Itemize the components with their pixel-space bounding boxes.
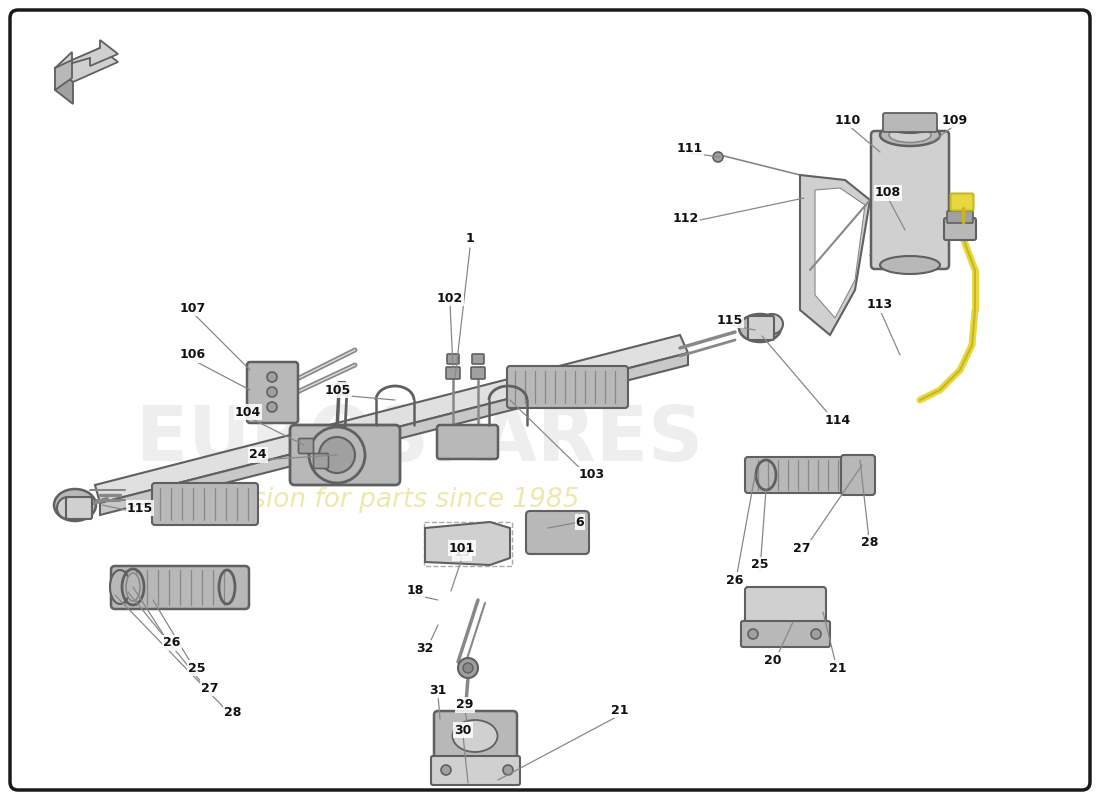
FancyBboxPatch shape — [950, 194, 974, 210]
FancyBboxPatch shape — [471, 367, 485, 379]
FancyBboxPatch shape — [745, 587, 826, 628]
Text: 27: 27 — [201, 682, 219, 694]
Ellipse shape — [886, 117, 935, 133]
Text: 20: 20 — [764, 654, 782, 666]
Text: 115: 115 — [717, 314, 744, 326]
Text: 107: 107 — [180, 302, 206, 314]
Polygon shape — [55, 68, 73, 104]
Text: 31: 31 — [429, 683, 447, 697]
FancyBboxPatch shape — [10, 10, 1090, 790]
Circle shape — [267, 387, 277, 397]
Circle shape — [503, 765, 513, 775]
FancyBboxPatch shape — [290, 425, 400, 485]
Text: a passion for parts since 1985: a passion for parts since 1985 — [180, 487, 580, 513]
Text: 1: 1 — [465, 231, 474, 245]
Polygon shape — [815, 188, 865, 318]
FancyBboxPatch shape — [248, 362, 298, 423]
Circle shape — [319, 437, 355, 473]
Ellipse shape — [54, 489, 96, 521]
Text: 30: 30 — [454, 723, 472, 737]
Circle shape — [267, 372, 277, 382]
Ellipse shape — [126, 573, 140, 601]
Circle shape — [748, 629, 758, 639]
Polygon shape — [55, 60, 72, 90]
Text: 115: 115 — [126, 502, 153, 514]
Circle shape — [458, 658, 478, 678]
Text: 21: 21 — [612, 703, 629, 717]
FancyBboxPatch shape — [66, 497, 92, 519]
FancyBboxPatch shape — [748, 316, 774, 340]
FancyBboxPatch shape — [447, 354, 459, 364]
Ellipse shape — [880, 256, 940, 274]
FancyBboxPatch shape — [944, 218, 976, 240]
Text: 109: 109 — [942, 114, 968, 126]
FancyBboxPatch shape — [111, 566, 249, 609]
FancyBboxPatch shape — [745, 457, 856, 493]
FancyBboxPatch shape — [526, 511, 588, 554]
Ellipse shape — [452, 720, 497, 752]
FancyBboxPatch shape — [431, 756, 520, 785]
FancyBboxPatch shape — [472, 354, 484, 364]
Ellipse shape — [739, 314, 781, 342]
FancyBboxPatch shape — [507, 366, 628, 408]
Text: 28: 28 — [861, 537, 879, 550]
Ellipse shape — [889, 127, 931, 142]
Text: 6: 6 — [575, 515, 584, 529]
Text: 25: 25 — [188, 662, 206, 674]
Text: 24: 24 — [250, 449, 266, 462]
Text: 25: 25 — [751, 558, 769, 571]
Circle shape — [309, 427, 365, 483]
FancyBboxPatch shape — [437, 425, 498, 459]
Text: 18: 18 — [406, 583, 424, 597]
Polygon shape — [95, 335, 688, 503]
Text: 21: 21 — [829, 662, 847, 674]
FancyBboxPatch shape — [446, 367, 460, 379]
Polygon shape — [55, 48, 118, 82]
FancyBboxPatch shape — [947, 211, 974, 223]
FancyBboxPatch shape — [314, 454, 329, 469]
Circle shape — [267, 402, 277, 412]
Text: 114: 114 — [825, 414, 851, 426]
Circle shape — [713, 152, 723, 162]
Polygon shape — [425, 522, 510, 565]
Text: 102: 102 — [437, 291, 463, 305]
Text: 27: 27 — [793, 542, 811, 554]
FancyBboxPatch shape — [871, 131, 949, 269]
FancyBboxPatch shape — [842, 455, 874, 495]
Text: 103: 103 — [579, 469, 605, 482]
Ellipse shape — [880, 124, 940, 146]
Text: 112: 112 — [673, 211, 700, 225]
Polygon shape — [336, 382, 349, 394]
Text: 19: 19 — [453, 546, 471, 559]
FancyBboxPatch shape — [434, 711, 517, 764]
Ellipse shape — [110, 570, 130, 604]
Circle shape — [441, 765, 451, 775]
Circle shape — [463, 663, 473, 673]
Text: 111: 111 — [676, 142, 703, 154]
FancyBboxPatch shape — [741, 621, 830, 647]
Text: 105: 105 — [324, 383, 351, 397]
Ellipse shape — [761, 314, 783, 334]
Text: 104: 104 — [235, 406, 261, 418]
Text: 113: 113 — [867, 298, 893, 311]
Polygon shape — [100, 353, 688, 515]
Text: 108: 108 — [874, 186, 901, 199]
Polygon shape — [800, 175, 870, 335]
Circle shape — [811, 629, 821, 639]
Text: 101: 101 — [449, 542, 475, 554]
Text: 106: 106 — [180, 349, 206, 362]
Text: 26: 26 — [163, 637, 180, 650]
FancyBboxPatch shape — [883, 113, 937, 132]
Text: 29: 29 — [456, 698, 474, 711]
Text: 26: 26 — [726, 574, 744, 586]
Text: 110: 110 — [835, 114, 861, 126]
FancyBboxPatch shape — [152, 483, 258, 525]
FancyBboxPatch shape — [298, 438, 314, 454]
Text: 32: 32 — [416, 642, 433, 654]
Polygon shape — [55, 40, 118, 68]
Text: 28: 28 — [224, 706, 242, 718]
Ellipse shape — [57, 497, 79, 519]
Text: EUROSPARES: EUROSPARES — [136, 403, 704, 477]
